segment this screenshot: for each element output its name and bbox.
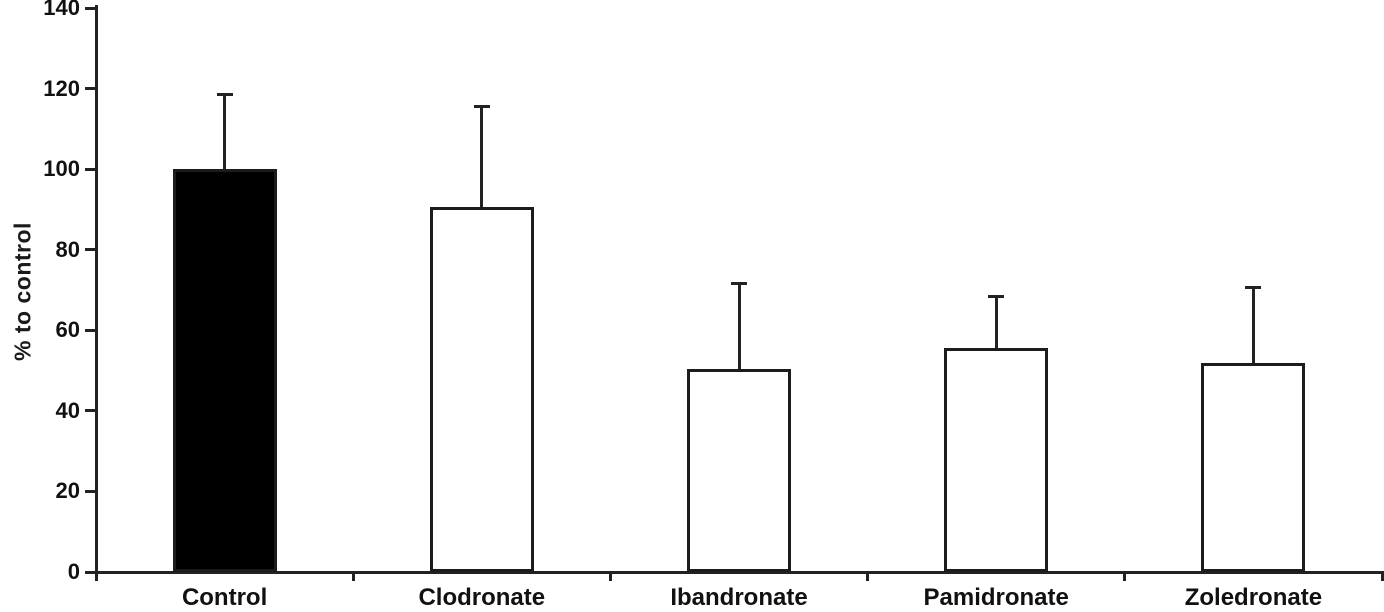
error-bar-stem — [994, 296, 998, 351]
x-tick — [94, 572, 98, 581]
x-category-label: Control — [181, 584, 268, 611]
y-tick — [85, 489, 96, 493]
y-tick — [85, 6, 96, 10]
y-tick-label: 80 — [55, 236, 80, 262]
x-tick — [608, 572, 612, 581]
error-bar-cap — [731, 282, 747, 286]
bar-clodronate — [429, 207, 534, 572]
y-axis-title: % to control — [9, 222, 36, 361]
x-tick — [1123, 572, 1127, 581]
error-bar-cap — [216, 93, 233, 97]
bar-ibandronate — [687, 368, 791, 572]
y-tick — [85, 570, 96, 574]
x-category-label: Clodronate — [418, 584, 546, 611]
x-tick — [1380, 572, 1384, 581]
error-bar-stem — [1251, 287, 1255, 365]
y-tick — [85, 87, 96, 91]
error-bar-stem — [737, 283, 741, 371]
y-tick-label: 20 — [55, 478, 80, 504]
y-tick-label: 0 — [67, 559, 80, 584]
y-tick — [85, 409, 96, 413]
bar-pamidronate — [944, 348, 1049, 572]
x-category-label: Ibandronate — [670, 584, 808, 611]
y-axis-line — [94, 5, 98, 575]
error-bar-cap — [988, 294, 1005, 298]
x-category-label: Zoledronate — [1184, 584, 1323, 611]
x-axis-line — [94, 570, 1384, 574]
y-tick-label: 40 — [55, 397, 80, 423]
y-tick — [85, 328, 96, 332]
y-tick-label: 120 — [43, 75, 80, 101]
bar-zoledronate — [1201, 362, 1306, 572]
y-tick-label: 140 — [43, 0, 80, 20]
y-tick — [85, 248, 96, 252]
bar-control — [172, 169, 277, 572]
y-tick — [85, 167, 96, 171]
error-bar-stem — [223, 94, 227, 172]
x-tick — [866, 572, 870, 581]
error-bar-cap — [473, 105, 490, 109]
y-tick-label: 100 — [43, 156, 80, 182]
y-tick-label: 60 — [55, 317, 80, 343]
x-category-label: Pamidronate — [923, 584, 1069, 611]
error-bar-cap — [1245, 286, 1262, 290]
x-tick — [351, 572, 355, 581]
error-bar-stem — [480, 106, 484, 210]
